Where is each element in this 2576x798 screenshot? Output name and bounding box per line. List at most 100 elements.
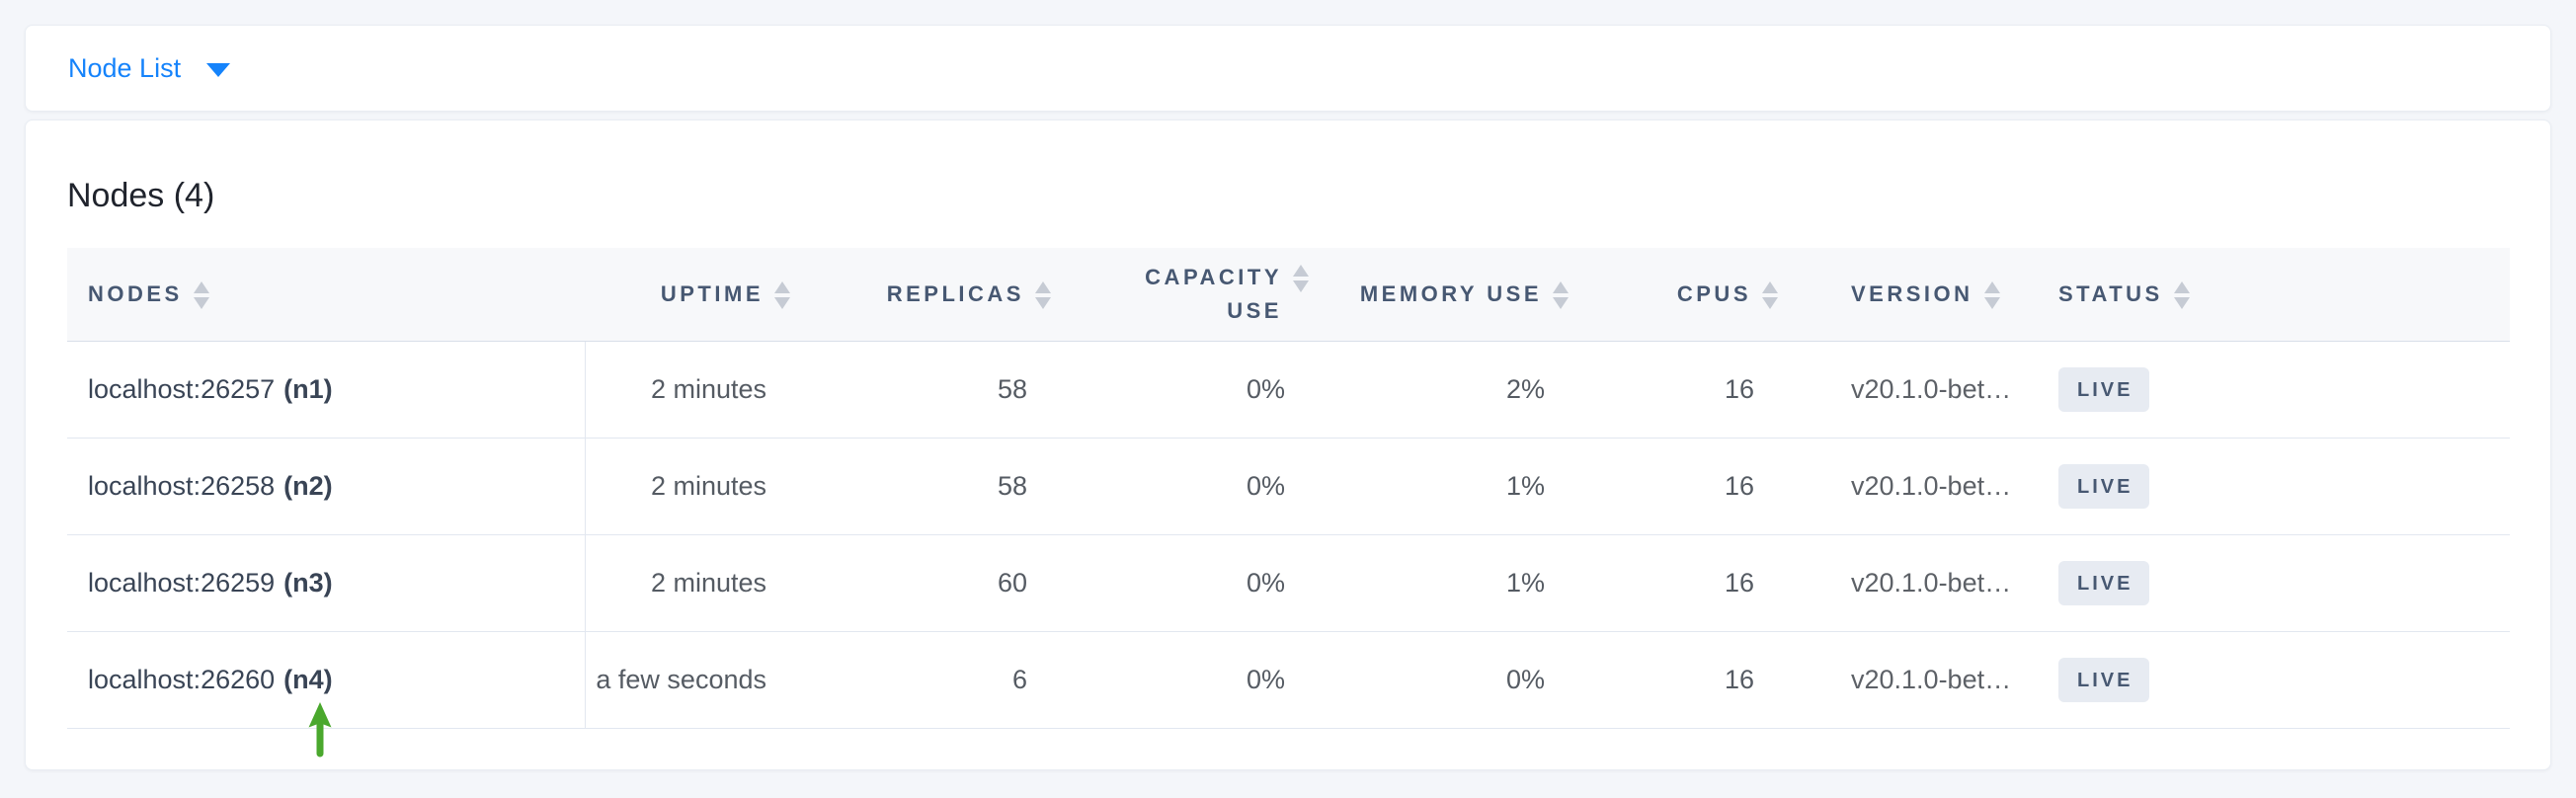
uptime-value: 2 minutes — [650, 567, 766, 598]
cpus-value: 16 — [1724, 567, 1754, 598]
replicas-cell: 6 — [810, 632, 1071, 728]
page-title: Nodes (4) — [67, 177, 215, 214]
capacity_use-cell: 0% — [1071, 439, 1328, 534]
uptime-cell: 2 minutes — [586, 342, 810, 438]
status-cell: LIVE — [2049, 535, 2510, 631]
column-header-label: UPTIME — [660, 280, 764, 306]
table-row: localhost:26259 (n3) 2 minutes 60 0% 1% 16 v20.… — [67, 534, 2510, 632]
view-selector-bar: Node List — [25, 25, 2551, 112]
column-header-label: REPLICAS — [886, 280, 1024, 306]
node-id: (n2) — [283, 470, 333, 501]
nodes-cell: localhost:26258 (n2) — [67, 438, 586, 534]
memory_use-value: 1% — [1505, 470, 1545, 501]
column-header-label: VERSION — [1851, 280, 1973, 306]
sort-arrows-icon[interactable] — [1762, 280, 1778, 309]
nodes-cell: localhost:26260 (n4) — [67, 631, 586, 728]
replicas-value: 60 — [997, 567, 1027, 598]
version-cell: v20.1.0-bet… — [1798, 439, 2049, 534]
memory_use-cell: 1% — [1328, 535, 1588, 631]
column-header-version[interactable]: VERSION — [1798, 248, 2049, 341]
capacity_use-cell: 0% — [1071, 535, 1328, 631]
nodes-cell: localhost:26259 (n3) — [67, 534, 586, 631]
uptime-cell: 2 minutes — [586, 439, 810, 534]
sort-arrows-icon[interactable] — [1983, 280, 2000, 309]
replicas-value: 6 — [1011, 664, 1027, 694]
sort-arrows-icon[interactable] — [2173, 280, 2190, 309]
memory_use-value: 0% — [1505, 664, 1545, 694]
column-header-nodes[interactable]: NODES — [67, 248, 586, 341]
replicas-cell: 58 — [810, 342, 1071, 438]
node-address: localhost:26260 — [88, 664, 276, 694]
capacity_use-cell: 0% — [1071, 632, 1328, 728]
node-id: (n4) — [283, 664, 333, 694]
cpus-cell: 16 — [1588, 439, 1798, 534]
view-selector-label: Node List — [68, 52, 182, 83]
memory_use-value: 1% — [1505, 567, 1545, 598]
capacity_use-cell: 0% — [1071, 342, 1328, 438]
table-row: localhost:26260 (n4) a few seconds 6 0% 0% 16 v… — [67, 631, 2510, 729]
cpus-cell: 16 — [1588, 535, 1798, 631]
capacity_use-value: 0% — [1246, 373, 1285, 404]
node-list-card: Nodes (4) NODES UPTIME REPLICAS CAPACITY US… — [25, 120, 2551, 770]
column-header-uptime[interactable]: UPTIME — [586, 248, 810, 341]
table-header-row: NODES UPTIME REPLICAS CAPACITY USE MEMORY US… — [67, 247, 2510, 342]
view-selector-dropdown[interactable]: Node List — [68, 52, 231, 83]
version-value: v20.1.0-bet… — [1851, 373, 2012, 404]
column-header-label: CAPACITY USE — [1145, 264, 1282, 323]
version-cell: v20.1.0-bet… — [1798, 632, 2049, 728]
cpus-cell: 16 — [1588, 632, 1798, 728]
node-address: localhost:26257 — [88, 373, 276, 404]
memory_use-value: 2% — [1505, 373, 1545, 404]
version-cell: v20.1.0-bet… — [1798, 535, 2049, 631]
node-address: localhost:26258 — [88, 470, 276, 501]
uptime-value: 2 minutes — [650, 470, 766, 501]
capacity_use-value: 0% — [1246, 664, 1285, 694]
column-header-label: MEMORY USE — [1359, 280, 1542, 306]
sort-arrows-icon[interactable] — [774, 280, 790, 309]
column-header-label: STATUS — [2058, 280, 2163, 306]
sort-arrows-icon[interactable] — [1035, 280, 1051, 309]
node-id: (n1) — [283, 373, 333, 404]
column-header-status[interactable]: STATUS — [2049, 248, 2510, 341]
version-cell: v20.1.0-bet… — [1798, 342, 2049, 438]
column-header-replicas[interactable]: REPLICAS — [810, 248, 1071, 341]
cpus-value: 16 — [1724, 373, 1754, 404]
status-badge: LIVE — [2058, 366, 2150, 412]
cpus-value: 16 — [1724, 664, 1754, 694]
capacity_use-value: 0% — [1246, 567, 1285, 598]
table-row: localhost:26258 (n2) 2 minutes 58 0% 1% 16 v20.… — [67, 438, 2510, 535]
replicas-value: 58 — [997, 373, 1027, 404]
sort-arrows-icon[interactable] — [1293, 264, 1309, 292]
table-body: localhost:26257 (n1) 2 minutes 58 0% 2% 16 v20.… — [67, 341, 2510, 729]
uptime-value: 2 minutes — [650, 373, 766, 404]
cpus-cell: 16 — [1588, 342, 1798, 438]
column-header-cpus[interactable]: CPUS — [1588, 248, 1798, 341]
version-value: v20.1.0-bet… — [1851, 664, 2012, 694]
column-header-capacity_use[interactable]: CAPACITY USE — [1071, 248, 1328, 341]
replicas-value: 58 — [997, 470, 1027, 501]
version-value: v20.1.0-bet… — [1851, 470, 2012, 501]
status-cell: LIVE — [2049, 439, 2510, 534]
memory_use-cell: 0% — [1328, 632, 1588, 728]
replicas-cell: 60 — [810, 535, 1071, 631]
uptime-cell: a few seconds — [586, 632, 810, 728]
memory_use-cell: 2% — [1328, 342, 1588, 438]
column-header-label: NODES — [88, 280, 183, 306]
memory_use-cell: 1% — [1328, 439, 1588, 534]
node-address: localhost:26259 — [88, 567, 276, 598]
status-cell: LIVE — [2049, 342, 2510, 438]
capacity_use-value: 0% — [1246, 470, 1285, 501]
status-cell: LIVE — [2049, 632, 2510, 728]
node-id: (n3) — [283, 567, 333, 598]
sort-arrows-icon[interactable] — [1553, 280, 1569, 309]
nodes-cell: localhost:26257 (n1) — [67, 341, 586, 438]
cpus-value: 16 — [1724, 470, 1754, 501]
green-up-arrow-icon — [308, 702, 332, 758]
table-row: localhost:26257 (n1) 2 minutes 58 0% 2% 16 v20.… — [67, 341, 2510, 439]
uptime-value: a few seconds — [596, 664, 766, 694]
column-header-label: CPUS — [1676, 280, 1751, 306]
caret-down-icon — [206, 62, 231, 77]
replicas-cell: 58 — [810, 439, 1071, 534]
sort-arrows-icon[interactable] — [193, 280, 209, 309]
column-header-memory_use[interactable]: MEMORY USE — [1328, 248, 1588, 341]
